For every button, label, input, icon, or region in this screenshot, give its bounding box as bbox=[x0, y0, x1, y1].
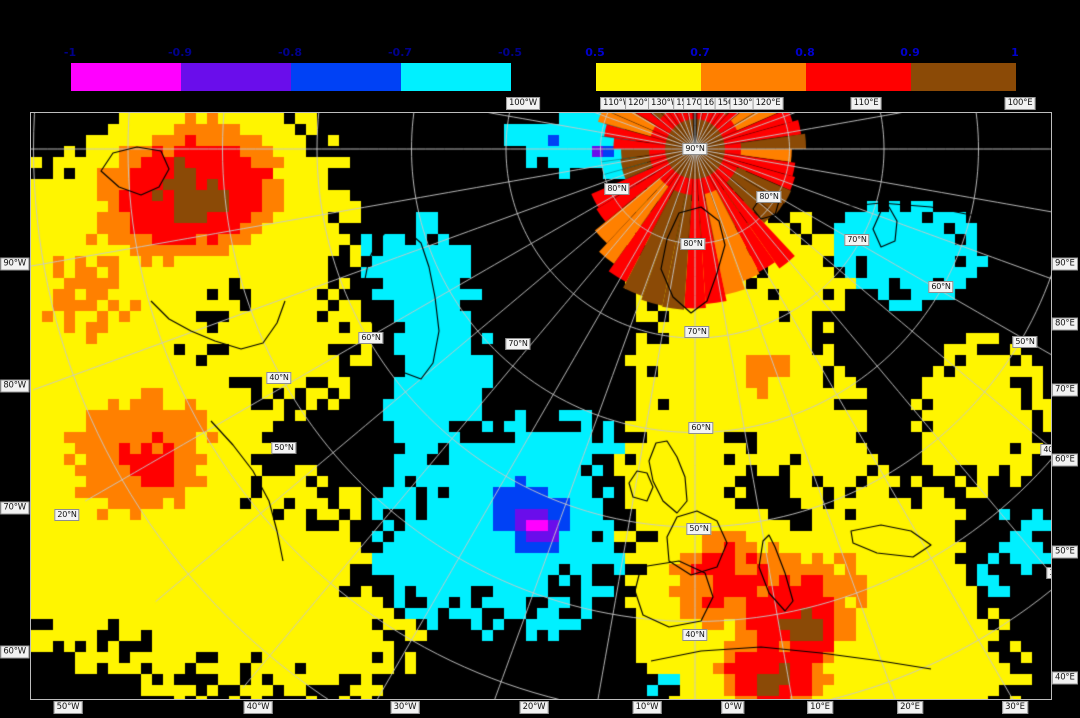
colorbar-tick: -1 bbox=[63, 46, 77, 59]
axis-label-top: 110°E bbox=[850, 97, 882, 110]
graticule-label: 20°N bbox=[54, 509, 80, 521]
graticule-label: 80°N bbox=[604, 183, 630, 195]
axis-label-right: 70°E bbox=[1052, 383, 1078, 397]
colorbar-tick: 0.7 bbox=[690, 46, 710, 59]
graticule-label: 50°N bbox=[686, 523, 712, 535]
axis-label-right: 60°E bbox=[1052, 453, 1078, 467]
positive-colorbar-ticks: 0.5 0.7 0.8 0.9 1 bbox=[585, 46, 1019, 62]
graticule-label: 90°N bbox=[682, 143, 708, 155]
colorbar-segment-1 bbox=[181, 63, 291, 91]
colorbar-segment-2 bbox=[291, 63, 401, 91]
graticule-label: 50°N bbox=[271, 442, 297, 454]
axis-label-top: 100°E bbox=[1004, 97, 1036, 110]
colorbar-segment-0 bbox=[71, 63, 181, 91]
positive-correlation-colorbar bbox=[595, 62, 1017, 92]
colorbar-tick: 0.8 bbox=[795, 46, 815, 59]
colorbar-tick: 0.5 bbox=[585, 46, 605, 59]
axis-label-bottom: 20°E bbox=[897, 701, 923, 714]
graticule-label: 80°N bbox=[756, 191, 782, 203]
graticule-label: 60°N bbox=[358, 332, 384, 344]
axis-label-right: 40°E bbox=[1052, 671, 1078, 685]
axis-label-right: 50°E bbox=[1052, 545, 1078, 559]
map-raster bbox=[31, 113, 1051, 699]
colorbar-segment-0 bbox=[596, 63, 701, 91]
axis-label-top: 100°W bbox=[506, 97, 540, 110]
axis-label-bottom: 10°W bbox=[632, 701, 662, 714]
axis-label-right: 80°E bbox=[1052, 317, 1078, 331]
colorbar-tick: -0.8 bbox=[277, 46, 303, 59]
graticule-label: 40°N bbox=[682, 629, 708, 641]
axis-label-bottom: 20°W bbox=[519, 701, 549, 714]
axis-label-left: 70°W bbox=[0, 501, 29, 515]
colorbar-tick: -0.9 bbox=[167, 46, 193, 59]
colorbar-tick: -0.7 bbox=[387, 46, 413, 59]
colorbar-segment-2 bbox=[806, 63, 911, 91]
graticule-label: 50°N bbox=[1012, 336, 1038, 348]
axis-label-bottom: 30°W bbox=[390, 701, 420, 714]
graticule-label: 70°N bbox=[684, 326, 710, 338]
colorbar-tick: -0.5 bbox=[497, 46, 523, 59]
colorbar-tick: 1 bbox=[1011, 46, 1019, 59]
negative-correlation-colorbar bbox=[70, 62, 512, 92]
axis-label-bottom: 30°E bbox=[1002, 701, 1028, 714]
axis-label-left: 60°W bbox=[0, 645, 29, 659]
graticule-label: 70°N bbox=[505, 338, 531, 350]
axis-label-bottom: 50°W bbox=[53, 701, 83, 714]
graticule-label: 60°N bbox=[688, 422, 714, 434]
colorbar-segment-1 bbox=[701, 63, 806, 91]
colorbar-tick: 0.9 bbox=[900, 46, 920, 59]
negative-colorbar-ticks: -1 -0.9 -0.8 -0.7 -0.5 bbox=[64, 46, 522, 62]
map-panel: 90°N 80°N 80°N 80°N 70°N 70°N 70°N 60°N 60°N 60°N… bbox=[30, 112, 1052, 700]
axis-label-bottom: 10°E bbox=[807, 701, 833, 714]
axis-label-left: 80°W bbox=[0, 379, 29, 393]
graticule-label: 40°N bbox=[1040, 444, 1051, 456]
graticule-label: 70°N bbox=[844, 234, 870, 246]
graticule-label: 60°N bbox=[928, 281, 954, 293]
axis-label-bottom: 0°W bbox=[721, 701, 745, 714]
graticule-label: 80°N bbox=[680, 238, 706, 250]
axis-label-left: 90°W bbox=[0, 257, 29, 271]
graticule-label: 40°N bbox=[266, 372, 292, 384]
axis-label-right: 90°E bbox=[1052, 257, 1078, 271]
axis-label-top: 120°E bbox=[752, 97, 784, 110]
axis-label-bottom: 40°W bbox=[243, 701, 273, 714]
colorbar-segment-3 bbox=[401, 63, 511, 91]
colorbar-segment-3 bbox=[911, 63, 1016, 91]
graticule-label: 30°N bbox=[1046, 567, 1051, 579]
